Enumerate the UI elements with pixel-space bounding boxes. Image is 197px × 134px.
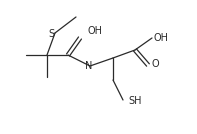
Text: N: N xyxy=(85,61,93,71)
Text: OH: OH xyxy=(154,33,169,43)
Text: O: O xyxy=(152,59,160,69)
Text: S: S xyxy=(48,29,54,39)
Text: SH: SH xyxy=(128,96,141,106)
Text: OH: OH xyxy=(88,26,103,36)
